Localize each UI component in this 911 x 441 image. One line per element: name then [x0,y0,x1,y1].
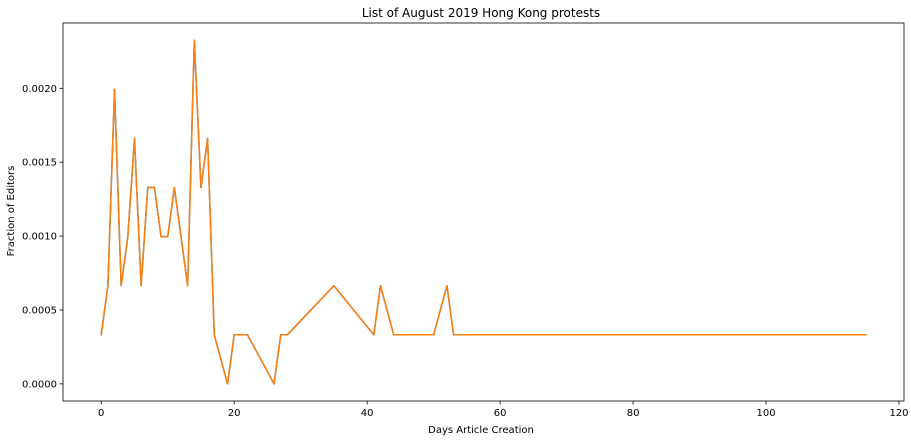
chart-title: List of August 2019 Hong Kong protests [362,6,600,20]
plot-frame [62,22,905,402]
x-tick-label: 20 [228,408,241,419]
y-tick-label: 0.0010 [22,232,57,243]
x-tick-label: 80 [627,408,640,419]
series-line-2 [100,39,867,385]
x-tick-label: 120 [889,408,908,419]
axes: 0 20 40 60 80 100 120 0.0000 0.0005 0.0010 0.0015 0… [22,22,909,419]
y-axis-label: Fraction of Editors [6,166,17,257]
y-tick-label: 0.0005 [22,305,57,316]
plot-area [100,39,867,385]
x-tick-label: 100 [757,408,776,419]
series-line-1 [100,39,814,385]
x-tick-label: 60 [494,408,507,419]
x-axis-label: Days Article Creation [428,425,534,436]
x-tick-label: 40 [361,408,374,419]
y-tick-label: 0.0015 [22,158,57,169]
y-tick-label: 0.0020 [22,84,57,95]
y-tick-label: 0.0000 [22,379,57,390]
x-tick-label: 0 [98,408,104,419]
